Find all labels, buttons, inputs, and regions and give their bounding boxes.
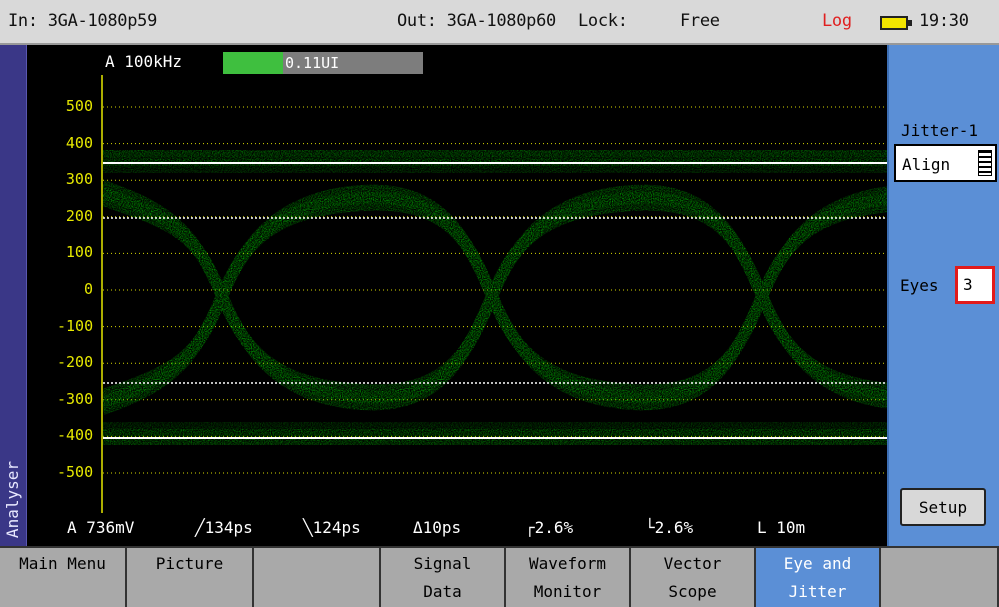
- y-tick-label: 0: [83, 280, 93, 298]
- eye-trace: [101, 294, 227, 399]
- right-panel: Jitter-1 Align Eyes 3 Setup: [887, 45, 999, 546]
- menu-button-empty-2[interactable]: [254, 546, 381, 607]
- eyes-label: Eyes: [900, 276, 939, 295]
- eye-diagram: 500 400 300 200 100 0 -100 -200 -300 -400 -500 A 1…: [27, 45, 887, 546]
- jitter-mode-title: Jitter-1: [901, 121, 979, 140]
- measurement-value: Δ10ps: [413, 518, 462, 537]
- output-format: Out: 3GA-1080p60: [397, 11, 556, 31]
- eye-trace: [217, 294, 497, 395]
- analyser-tab-label: Analyser: [3, 460, 22, 538]
- measurement-value: ╲124ps: [303, 518, 361, 537]
- analyser-tab[interactable]: Analyser: [0, 45, 27, 546]
- eyes-input[interactable]: 3: [955, 266, 995, 304]
- eye-trace: [216, 293, 498, 404]
- menu-button-waveform-monitor[interactable]: Waveform Monitor: [506, 546, 631, 607]
- clock: 19:30: [919, 11, 969, 31]
- menu-button-empty-7[interactable]: [881, 546, 999, 607]
- setup-button[interactable]: Setup: [900, 488, 986, 526]
- align-select[interactable]: Align: [894, 144, 997, 182]
- jitter-channel-freq: A 100kHz: [105, 52, 183, 71]
- menu-button-vector-scope[interactable]: Vector Scope: [631, 546, 756, 607]
- eye-traces: [101, 143, 887, 452]
- lock-label: Lock:: [578, 11, 628, 31]
- measurement-value: ╱134ps: [195, 518, 253, 537]
- status-bar: In: 3GA-1080p59 Out: 3GA-1080p60 Lock: F…: [0, 0, 999, 45]
- eye-trace: [216, 191, 498, 299]
- y-tick-label: 500: [65, 97, 93, 115]
- y-tick-label: 200: [65, 206, 93, 225]
- y-tick-label: -400: [57, 426, 94, 445]
- menu-button-picture[interactable]: Picture: [127, 546, 254, 607]
- measurements-row: A 736mV ╱134ps ╲124ps Δ10ps ┌2.6% └2.6% L 10m: [67, 518, 887, 544]
- bottom-menu: Main Menu Picture Signal Data Waveform Moni…: [0, 546, 999, 607]
- measurement-value: ┌2.6%: [525, 518, 574, 537]
- eye-trace: [101, 180, 227, 298]
- y-tick-label: 400: [65, 133, 93, 152]
- measurement-value: A 736mV: [67, 518, 135, 537]
- lock-value: Free: [680, 11, 720, 31]
- eye-trace: [486, 191, 768, 299]
- eye-trace: [217, 184, 497, 298]
- y-tick-label: -200: [57, 353, 94, 372]
- jitter-bar: 0.11UI: [223, 52, 423, 74]
- align-select-value: Align: [902, 155, 951, 174]
- jitter-bar-fill: [223, 52, 283, 74]
- battery-icon: [880, 16, 912, 30]
- eye-trace: [487, 294, 767, 395]
- menu-button-signal-data[interactable]: Signal Data: [381, 546, 506, 607]
- y-tick-label: -500: [57, 463, 94, 481]
- input-format: In: 3GA-1080p59: [8, 11, 158, 31]
- eye-trace: [487, 184, 767, 298]
- y-tick-label: -300: [57, 389, 94, 408]
- jitter-value: 0.11UI: [285, 54, 340, 72]
- eye-diagram-canvas: [101, 75, 887, 513]
- eye-trace: [757, 186, 887, 298]
- eye-trace: [757, 294, 887, 393]
- cursor-lines: [103, 162, 887, 439]
- y-tick-label: -100: [57, 316, 94, 335]
- scroll-handle-icon[interactable]: [978, 150, 992, 176]
- menu-button-main-menu[interactable]: Main Menu: [0, 546, 127, 607]
- log-indicator[interactable]: Log: [822, 11, 852, 31]
- menu-button-eye-and-jitter[interactable]: Eye and Jitter: [756, 546, 881, 607]
- measurement-value: └2.6%: [645, 518, 694, 537]
- y-tick-label: 300: [65, 170, 93, 189]
- y-tick-label: 100: [65, 243, 93, 262]
- eye-trace: [486, 293, 768, 404]
- measurement-value: L 10m: [757, 518, 806, 537]
